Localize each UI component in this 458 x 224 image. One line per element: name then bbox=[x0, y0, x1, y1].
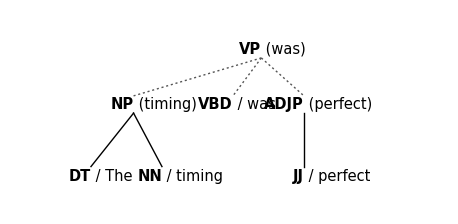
Text: VP: VP bbox=[239, 42, 262, 57]
Text: DT: DT bbox=[69, 169, 91, 184]
Text: / timing: / timing bbox=[162, 169, 223, 184]
Text: JJ: JJ bbox=[293, 169, 304, 184]
Text: NP: NP bbox=[110, 97, 134, 112]
Text: / The: / The bbox=[91, 169, 132, 184]
Text: (was): (was) bbox=[262, 42, 306, 57]
Text: (perfect): (perfect) bbox=[304, 97, 372, 112]
Text: VBD: VBD bbox=[198, 97, 233, 112]
Text: ADJP: ADJP bbox=[264, 97, 304, 112]
Text: (timing): (timing) bbox=[134, 97, 196, 112]
Text: / perfect: / perfect bbox=[304, 169, 371, 184]
Text: / was: / was bbox=[233, 97, 276, 112]
Text: NN: NN bbox=[137, 169, 162, 184]
